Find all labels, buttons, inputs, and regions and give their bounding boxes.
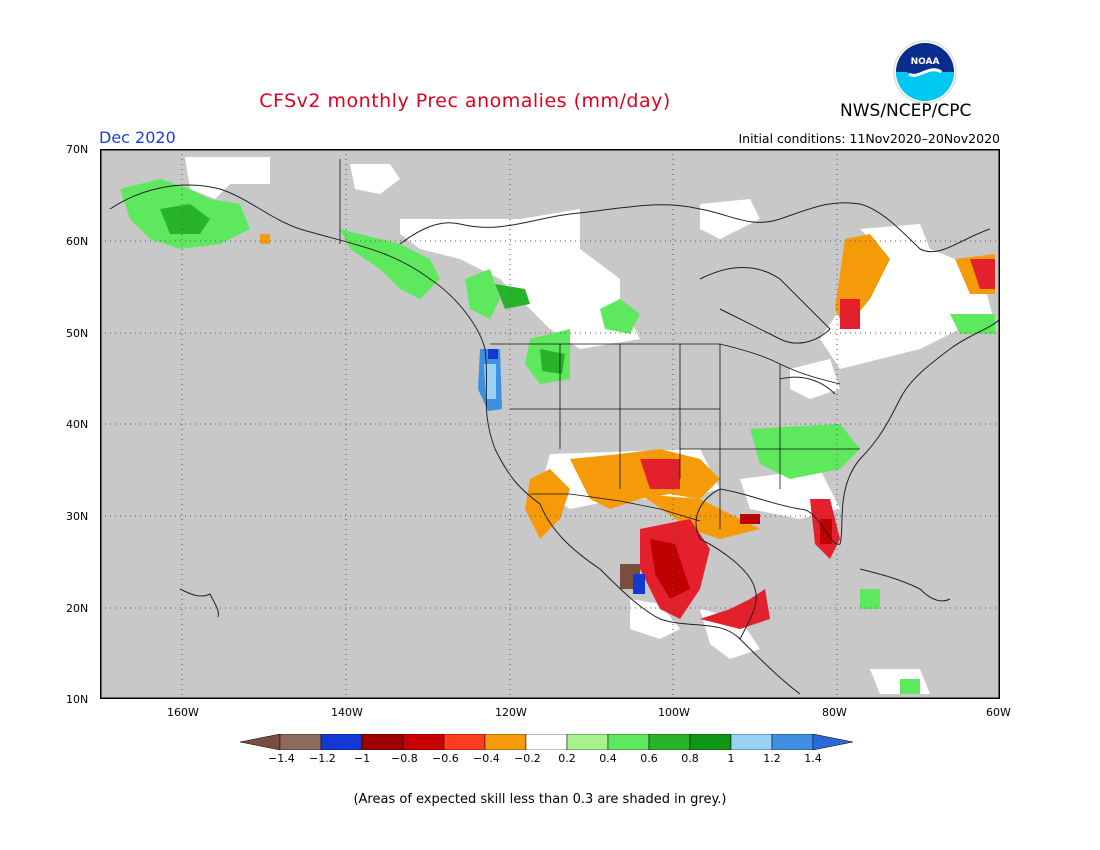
legend-tick-label: 1 [727, 752, 735, 765]
political-borders [339, 159, 860, 529]
legend-swatch [648, 734, 691, 750]
legend-tick-label: 1.2 [763, 752, 781, 765]
target-month-label: Dec 2020 [99, 128, 176, 147]
legend-tick-label: −1.2 [309, 752, 336, 765]
lat-label: 70N [66, 143, 89, 156]
lon-label: 120W [495, 706, 527, 719]
legend-swatch [525, 734, 568, 750]
legend-tick-label: 0.4 [599, 752, 617, 765]
noaa-logo-icon: NOAA [893, 40, 957, 104]
legend-swatch [607, 734, 650, 750]
extreme-dry-anomaly-regions [620, 564, 645, 594]
legend-swatch [771, 734, 814, 750]
lat-label: 40N [66, 418, 89, 431]
legend-tick-label: −1.4 [268, 752, 295, 765]
lat-label: 10N [66, 693, 89, 706]
legend-swatch [279, 734, 322, 750]
logo-text: NOAA [911, 57, 940, 67]
skill-footnote: (Areas of expected skill less than 0.3 a… [353, 792, 727, 807]
lon-label: 80W [822, 706, 847, 719]
legend-tick-label: −0.6 [432, 752, 459, 765]
lon-label: 100W [658, 706, 690, 719]
legend-swatch [443, 734, 486, 750]
lon-label: 160W [167, 706, 199, 719]
legend-swatch [361, 734, 404, 750]
legend-swatch [730, 734, 773, 750]
map-frame [100, 149, 1000, 699]
legend-swatch [402, 734, 445, 750]
lon-label: 60W [986, 706, 1011, 719]
legend-swatch [484, 734, 527, 750]
color-legend-bar [240, 734, 854, 750]
lon-label: 140W [331, 706, 363, 719]
legend-tick-label: 1.4 [804, 752, 822, 765]
agency-label: NWS/NCEP/CPC [840, 101, 972, 121]
initial-conditions-label: Initial conditions: 11Nov2020–20Nov2020 [738, 131, 1000, 146]
very-wet-anomaly-region [478, 349, 502, 411]
coastlines [109, 184, 1000, 695]
legend-tick-label: −0.2 [514, 752, 541, 765]
lat-label: 20N [66, 602, 89, 615]
lat-label: 30N [66, 510, 89, 523]
graticule [100, 149, 1000, 699]
legend-tick-label: −0.8 [391, 752, 418, 765]
legend-tick-label: −0.4 [473, 752, 500, 765]
legend-tick-label: 0.2 [558, 752, 576, 765]
wet-anomaly-regions [120, 179, 995, 694]
legend-arrow-high [812, 734, 854, 750]
legend-swatch [566, 734, 609, 750]
legend-tick-label: 0.6 [640, 752, 658, 765]
lat-label: 60N [66, 235, 89, 248]
legend-tick-label: 0.8 [681, 752, 699, 765]
legend-swatch [689, 734, 732, 750]
legend-arrow-low [240, 734, 281, 750]
lat-label: 50N [66, 327, 89, 340]
chart-title: CFSv2 monthly Prec anomalies (mm/day) [259, 90, 671, 112]
legend-swatch [320, 734, 363, 750]
legend-tick-label: −1 [353, 752, 371, 765]
strong-wet-anomaly-regions [160, 204, 565, 374]
anomaly-map [100, 149, 1000, 699]
